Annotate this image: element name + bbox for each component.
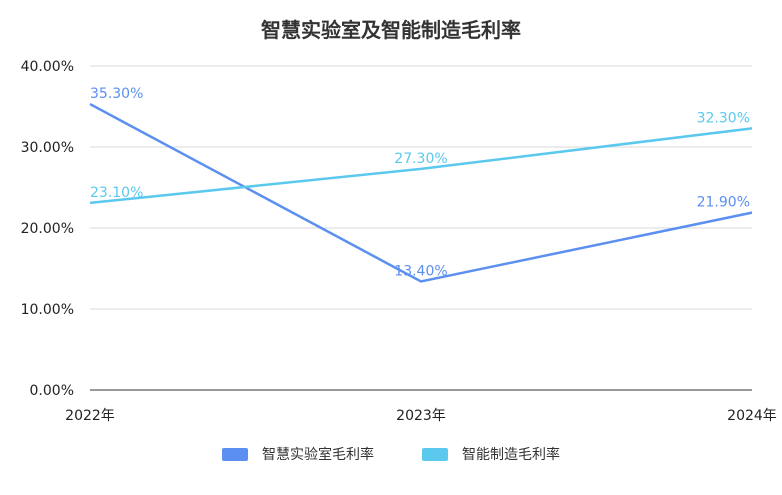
x-tick-label: 2024年 bbox=[727, 408, 777, 424]
data-label: 32.30% bbox=[697, 110, 750, 126]
line-chart: 0.00% 10.00% 20.00% 30.00% 40.00% 2022年 2023年 2… bbox=[21, 59, 777, 424]
series-line-0 bbox=[89, 102, 753, 283]
y-tick-label: 20.00% bbox=[21, 221, 74, 237]
legend-swatch-smart-manufacturing bbox=[422, 447, 448, 461]
data-label: 27.30% bbox=[394, 151, 447, 167]
y-tick-label: 30.00% bbox=[21, 140, 74, 156]
y-tick-label: 40.00% bbox=[21, 59, 74, 75]
data-label: 23.10% bbox=[90, 185, 143, 201]
data-label: 21.90% bbox=[697, 195, 750, 211]
data-label: 35.30% bbox=[90, 86, 143, 102]
legend-label-smart-manufacturing: 智能制造毛利率 bbox=[462, 447, 560, 463]
legend-swatch-smart-lab bbox=[222, 447, 248, 461]
legend-item-smart-lab[interactable]: 智慧实验室毛利率 bbox=[222, 444, 374, 464]
legend-label-smart-lab: 智慧实验室毛利率 bbox=[262, 447, 374, 463]
chart-title: 智慧实验室及智能制造毛利率 bbox=[261, 18, 521, 42]
series-line-1 bbox=[89, 127, 753, 205]
x-tick-label: 2023年 bbox=[396, 408, 446, 424]
x-tick-label: 2022年 bbox=[65, 408, 115, 424]
y-tick-label: 10.00% bbox=[21, 302, 74, 318]
legend: 智慧实验室毛利率 智能制造毛利率 bbox=[0, 444, 782, 464]
data-label: 13.40% bbox=[394, 263, 447, 279]
y-tick-label: 0.00% bbox=[30, 383, 74, 399]
legend-item-smart-manufacturing[interactable]: 智能制造毛利率 bbox=[422, 444, 560, 464]
